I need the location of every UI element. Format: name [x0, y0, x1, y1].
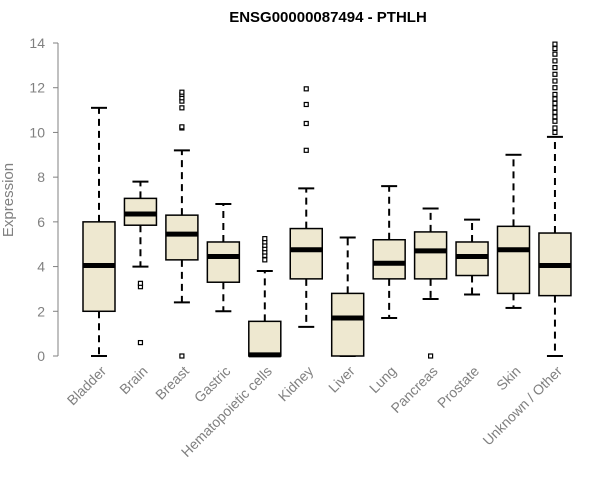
y-tick-label: 12	[29, 80, 45, 96]
box	[289, 227, 323, 280]
y-tick-label: 14	[29, 35, 45, 51]
outlier-point	[552, 125, 558, 131]
box-group	[455, 218, 489, 296]
outlier-point	[552, 105, 558, 111]
box	[330, 292, 365, 357]
outlier-point	[552, 71, 558, 77]
box-group	[206, 202, 241, 313]
x-tick-label: Liver	[325, 363, 358, 396]
y-axis: 0 2 4 6 8 10 12 14	[29, 35, 59, 364]
y-tick-label: 4	[37, 259, 45, 275]
box	[165, 214, 199, 261]
outlier-point	[552, 58, 558, 64]
outlier-point	[303, 147, 309, 153]
x-tick-label: Skin	[493, 363, 524, 394]
outlier-point	[552, 129, 558, 136]
outlier-point	[552, 96, 558, 102]
y-tick-label: 6	[37, 214, 45, 230]
outlier-point	[303, 120, 309, 127]
box-group	[413, 207, 448, 359]
box-group	[123, 180, 158, 346]
outlier-point	[303, 86, 309, 92]
chart-title: ENSG00000087494 - PTHLH	[229, 9, 427, 26]
x-tick-label: Lung	[366, 363, 399, 396]
x-tick-label: Kidney	[275, 363, 317, 405]
box-group	[330, 236, 365, 357]
outlier-point	[552, 45, 558, 52]
box	[413, 231, 448, 280]
outlier-point	[137, 339, 144, 346]
x-tick-label: Brain	[116, 363, 150, 397]
outlier-point	[552, 91, 558, 98]
outlier-point	[262, 257, 268, 263]
outlier-point	[262, 236, 268, 242]
outlier-point	[137, 280, 144, 286]
outlier-point	[552, 64, 558, 71]
outlier-point	[552, 85, 558, 91]
outlier-point	[179, 105, 185, 111]
outlier-point	[179, 124, 185, 130]
box	[496, 225, 531, 295]
x-tick-label: Bladder	[64, 363, 110, 409]
y-tick-label: 10	[29, 124, 45, 140]
outlier-point	[428, 353, 434, 359]
outlier-point	[552, 114, 558, 120]
boxes	[82, 41, 572, 359]
box-group	[289, 86, 323, 328]
outlier-point	[552, 41, 558, 47]
box	[372, 238, 406, 280]
box	[248, 320, 282, 357]
outlier-point	[303, 101, 309, 108]
y-tick-label: 2	[37, 303, 45, 319]
box-group	[538, 41, 572, 357]
outlier-point	[552, 78, 558, 84]
box-group	[496, 153, 531, 309]
box-group	[372, 185, 406, 319]
outlier-point	[552, 51, 558, 57]
box	[206, 241, 241, 283]
box-group	[165, 89, 199, 359]
y-tick-label: 0	[37, 348, 45, 364]
y-axis-label: Expression	[0, 163, 17, 237]
y-tick-label: 8	[37, 169, 45, 185]
x-tick-label: Breast	[152, 363, 192, 403]
x-tick-label: Unknown / Other	[479, 363, 565, 449]
outlier-point	[552, 118, 558, 124]
box-group	[248, 236, 282, 358]
outlier-point	[179, 353, 185, 359]
box-group	[82, 106, 116, 357]
x-tick-label: Prostate	[434, 363, 482, 411]
outlier-point	[179, 89, 185, 95]
outlier-point	[552, 109, 558, 115]
outlier-point	[552, 100, 558, 106]
